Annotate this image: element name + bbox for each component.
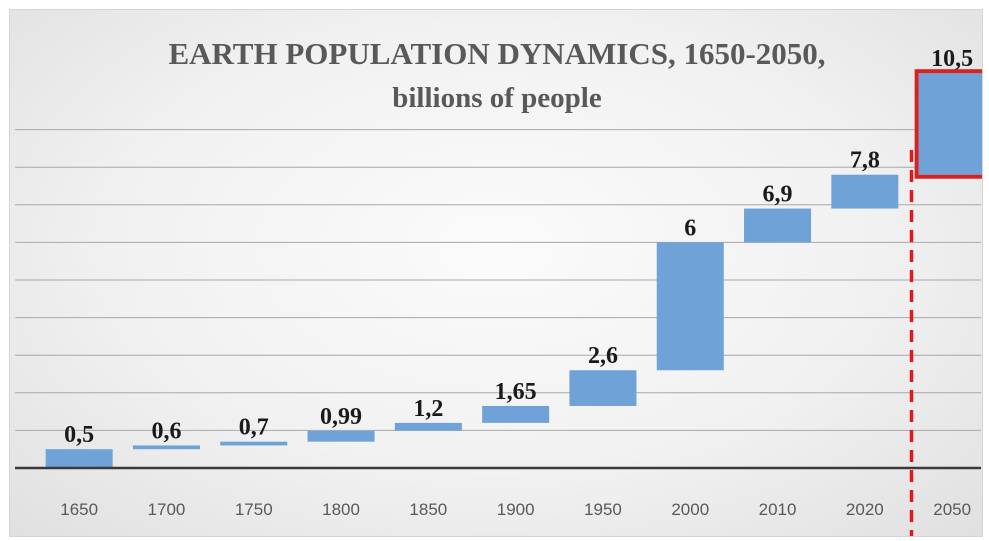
x-tick-label: 1800 (322, 500, 360, 519)
data-label: 6,9 (763, 182, 793, 208)
bar (45, 449, 113, 468)
x-tick-label: 2010 (759, 500, 797, 519)
data-label: 0,99 (320, 404, 362, 430)
x-tick-label: 2000 (671, 500, 709, 519)
chart-title-block: EARTH POPULATION DYNAMICS, 1650-2050, bi… (10, 32, 982, 120)
data-label: 2,6 (588, 343, 618, 369)
x-tick-label: 1950 (584, 500, 622, 519)
chart-frame: EARTH POPULATION DYNAMICS, 1650-2050, bi… (9, 9, 983, 537)
data-label: 0,5 (64, 422, 94, 448)
bar (656, 242, 724, 371)
bar (307, 430, 375, 442)
x-tick-label: 1850 (409, 500, 447, 519)
data-label: 0,7 (239, 415, 269, 441)
x-tick-label: 1900 (497, 500, 535, 519)
chart-title: EARTH POPULATION DYNAMICS, 1650-2050, (168, 36, 826, 71)
data-label: 6 (684, 215, 696, 241)
bar (744, 208, 812, 243)
chart-subtitle: billions of people (392, 82, 602, 114)
x-tick-label: 2050 (933, 500, 971, 519)
x-tick-label: 1650 (60, 500, 98, 519)
highlight-box (914, 69, 982, 179)
bar (831, 174, 899, 209)
bar (394, 422, 462, 431)
data-label: 7,8 (850, 148, 880, 174)
bar (482, 405, 550, 423)
bar (220, 441, 288, 446)
data-label: 1,65 (495, 379, 537, 405)
chart-plot: 0,5 0,6 0,7 0,99 1,2 1,65 2,6 6 6,9 7,8 10,5 1650 17… (15, 46, 982, 536)
x-tick-label: 1750 (235, 500, 273, 519)
data-label: 0,6 (151, 418, 181, 444)
bar (569, 370, 637, 406)
x-tick-label: 1700 (148, 500, 186, 519)
bar (918, 73, 982, 175)
data-label: 1,2 (413, 396, 443, 422)
bar (132, 445, 200, 450)
data-label: 10,5 (931, 46, 973, 72)
x-tick-label: 2020 (846, 500, 884, 519)
